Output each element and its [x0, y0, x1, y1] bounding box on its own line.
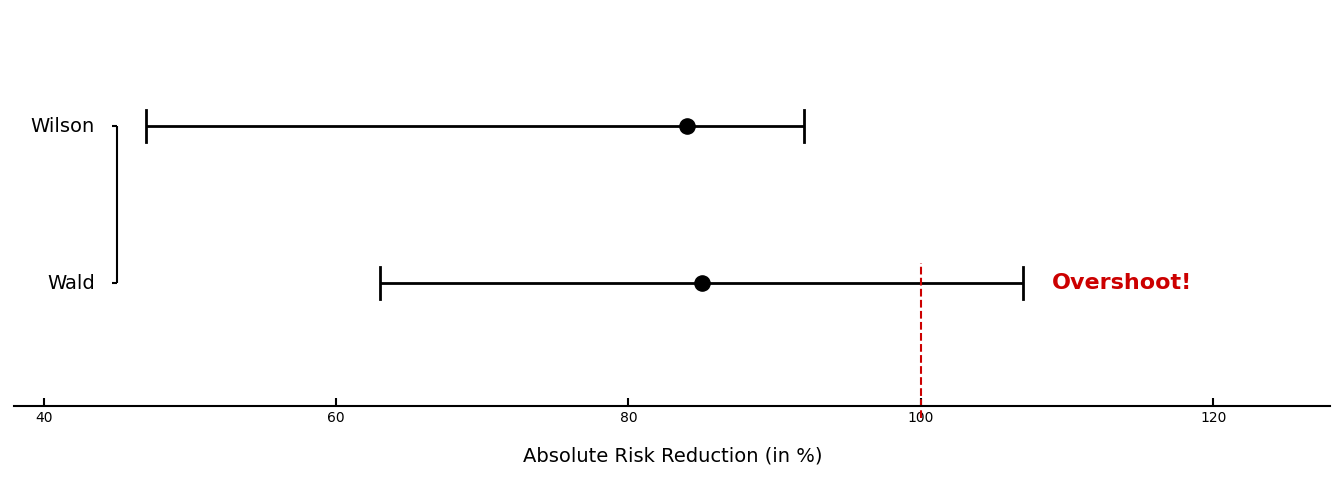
Point: [691, 279, 712, 287]
Text: Overshoot!: Overshoot!: [1052, 273, 1192, 293]
Text: Wald: Wald: [47, 274, 95, 293]
Text: Wilson: Wilson: [31, 117, 95, 135]
Point: [676, 122, 698, 130]
X-axis label: Absolute Risk Reduction (in %): Absolute Risk Reduction (in %): [523, 446, 823, 465]
